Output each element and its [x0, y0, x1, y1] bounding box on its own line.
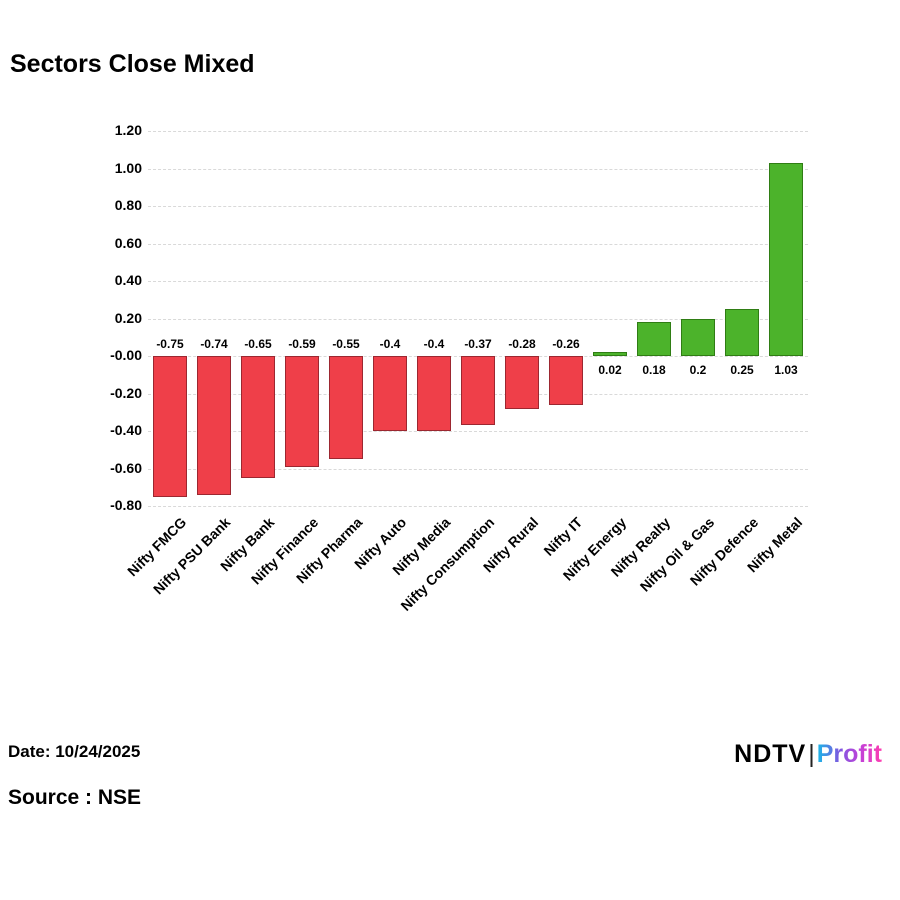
gridline [148, 431, 808, 432]
gridline [148, 131, 808, 132]
bar-nifty-defence [725, 309, 759, 356]
y-axis-tick-label: -0.00 [110, 347, 142, 363]
chart-title: Sectors Close Mixed [10, 50, 255, 78]
bar-value-label: -0.75 [156, 337, 184, 351]
bar-value-label: -0.4 [423, 337, 445, 351]
y-axis-tick-label: 0.60 [114, 234, 142, 251]
gridline [148, 468, 808, 470]
bar-value-label: 0.2 [689, 363, 707, 377]
gridline [148, 281, 808, 282]
y-axis-tick-label: -0.60 [110, 459, 142, 476]
bar-nifty-finance [285, 356, 319, 467]
gridline [148, 168, 808, 170]
bar-value-label: 0.18 [642, 363, 666, 377]
y-axis-tick-label: 0.80 [114, 197, 142, 213]
bar-value-label: 0.25 [730, 363, 754, 377]
y-axis-tick-label: -0.80 [110, 497, 142, 513]
y-axis-tick-label: -0.20 [110, 384, 142, 401]
gridline [148, 318, 808, 320]
bar-nifty-fmcg [153, 356, 187, 497]
bar-nifty-media [417, 356, 451, 431]
bar-value-label: -0.26 [552, 337, 580, 351]
bar-value-label: -0.4 [379, 337, 401, 351]
bar-value-label: -0.28 [508, 337, 536, 351]
gridline [148, 506, 808, 507]
ndtv-profit-logo: NDTV|Profit [734, 740, 882, 769]
y-axis-tick-label: 0.40 [114, 272, 142, 288]
bar-nifty-rural [505, 356, 539, 409]
bar-value-label: 0.02 [598, 363, 622, 377]
bar-nifty-auto [373, 356, 407, 431]
bar-nifty-metal [769, 162, 803, 356]
bar-nifty-energy [593, 352, 627, 356]
gridline [148, 206, 808, 207]
bar-value-label: 1.03 [774, 363, 798, 377]
bar-value-label: -0.55 [332, 337, 360, 351]
bar-nifty-psu-bank [197, 356, 231, 495]
y-axis-tick-label: -0.40 [110, 422, 142, 438]
bar-value-label: -0.37 [464, 337, 492, 351]
bar-nifty-realty [637, 322, 671, 356]
bar-value-label: -0.59 [288, 337, 316, 351]
bar-value-label: -0.65 [244, 337, 272, 351]
ndtv-logo-text: NDTV [734, 740, 807, 768]
y-axis-tick-label: 1.20 [114, 122, 142, 138]
y-axis-tick-label: 1.00 [114, 159, 142, 176]
bar-nifty-bank [241, 356, 275, 478]
bar-nifty-consumption [461, 356, 495, 426]
bar-nifty-pharma [329, 356, 363, 460]
source-label: Source : NSE [8, 786, 142, 809]
gridline [148, 243, 808, 245]
profit-logo-text: Profit [816, 740, 882, 768]
bar-nifty-oil-gas [681, 318, 715, 356]
date-label: Date: 10/24/2025 [8, 742, 141, 761]
y-axis-tick-label: 0.20 [114, 309, 142, 326]
bar-nifty-it [549, 356, 583, 405]
logo-separator: | [808, 740, 815, 768]
bar-value-label: -0.74 [200, 337, 228, 351]
